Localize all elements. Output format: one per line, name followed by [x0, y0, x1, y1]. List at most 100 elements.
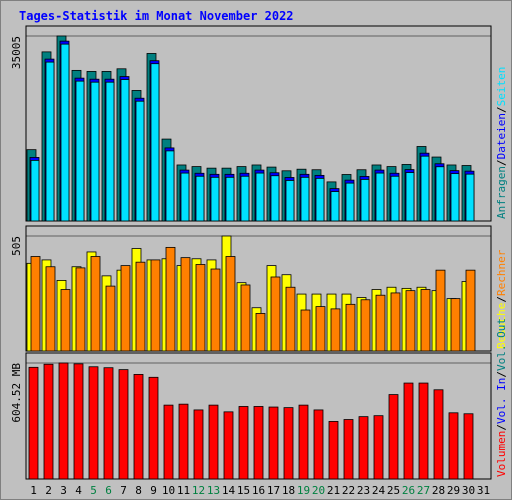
- chart-title: Tages-Statistik im Monat November 2022: [19, 9, 294, 23]
- bar-volumen-day-6: [103, 367, 114, 480]
- bar-seiten-day-5: [90, 81, 100, 222]
- bar-rechner-day-30: [465, 269, 476, 352]
- bar-rechner-day-3: [60, 289, 71, 352]
- bar-volumen-day-9: [148, 376, 159, 480]
- day-label-20: 20: [312, 484, 325, 497]
- bar-seiten-day-3: [60, 43, 70, 222]
- bar-rechner-day-11: [180, 257, 191, 352]
- bar-seiten-day-6: [105, 81, 115, 222]
- bar-seiten-day-23: [360, 179, 370, 222]
- bar-volumen-day-24: [373, 415, 384, 480]
- bar-volumen-day-2: [43, 363, 54, 480]
- legend-requests: Anfragen/Dateien/Seiten: [495, 67, 508, 219]
- bar-seiten-day-7: [120, 79, 130, 222]
- legend-item-volumen: Volumen: [495, 431, 508, 477]
- bar-seiten-day-10: [165, 150, 175, 222]
- day-label-7: 7: [120, 484, 127, 497]
- legend-item-rechner: Rechner: [495, 249, 508, 296]
- bar-rechner-day-23: [360, 299, 371, 352]
- bar-seiten-day-4: [75, 80, 85, 222]
- day-label-10: 10: [162, 484, 175, 497]
- legend-separator: /: [495, 159, 508, 166]
- day-label-26: 26: [402, 484, 415, 497]
- bar-volumen-day-27: [418, 382, 429, 480]
- bar-seiten-day-25: [390, 175, 400, 222]
- day-label-4: 4: [75, 484, 82, 497]
- bar-volumen-day-28: [433, 389, 444, 480]
- bar-rechner-day-15: [240, 284, 251, 352]
- bar-rechner-day-6: [105, 285, 116, 352]
- bar-seiten-day-24: [375, 172, 385, 222]
- bar-volumen-day-20: [313, 409, 324, 480]
- bar-rechner-day-27: [420, 289, 431, 352]
- bar-seiten-day-2: [45, 61, 55, 222]
- bar-rechner-day-21: [330, 308, 341, 352]
- bar-rechner-day-13: [210, 268, 221, 352]
- day-label-23: 23: [357, 484, 370, 497]
- bar-seiten-day-28: [435, 166, 445, 222]
- day-label-24: 24: [372, 484, 386, 497]
- bar-rechner-day-9: [150, 259, 161, 352]
- bar-volumen-day-8: [133, 374, 144, 480]
- day-label-9: 9: [150, 484, 157, 497]
- bar-volumen-day-10: [163, 404, 174, 480]
- bar-volumen-day-15: [238, 406, 249, 480]
- day-label-27: 27: [417, 484, 430, 497]
- bar-volumen-day-26: [403, 382, 414, 480]
- bar-seiten-day-8: [135, 100, 145, 222]
- bar-volumen-day-29: [448, 412, 459, 480]
- bar-volumen-day-30: [463, 413, 474, 480]
- bar-rechner-day-14: [225, 256, 236, 352]
- legend-item-dateien: Dateien: [495, 113, 508, 159]
- bar-rechner-day-12: [195, 264, 206, 352]
- day-label-19: 19: [297, 484, 310, 497]
- bar-rechner-day-29: [450, 298, 461, 352]
- day-label-2: 2: [45, 484, 52, 497]
- day-label-22: 22: [342, 484, 355, 497]
- bar-volumen-day-13: [208, 404, 219, 480]
- y-max-label-requests: 35005: [10, 36, 23, 69]
- bar-rechner-day-10: [165, 246, 176, 352]
- bar-volumen-day-16: [253, 406, 264, 480]
- day-label-15: 15: [237, 484, 250, 497]
- day-label-11: 11: [177, 484, 190, 497]
- bar-rechner-day-8: [135, 261, 146, 352]
- bar-seiten-day-14: [225, 176, 235, 222]
- legend-item-vol-out: Vol. Out: [495, 318, 508, 371]
- day-label-6: 6: [105, 484, 112, 497]
- bar-seiten-day-21: [330, 191, 340, 222]
- legend-separator: /: [495, 106, 508, 113]
- bar-volumen-day-7: [118, 369, 129, 480]
- day-label-25: 25: [387, 484, 400, 497]
- bar-rechner-day-1: [30, 256, 41, 352]
- legend-traffic: Volumen/Vol. In/Vol. Out: [495, 318, 508, 477]
- bar-rechner-day-18: [285, 286, 296, 352]
- bar-seiten-day-22: [345, 182, 355, 222]
- day-label-12: 12: [192, 484, 205, 497]
- bar-seiten-day-29: [450, 173, 460, 222]
- day-label-31: 31: [477, 484, 490, 497]
- day-label-1: 1: [30, 484, 37, 497]
- bar-rechner-day-24: [375, 294, 386, 352]
- bar-rechner-day-2: [45, 266, 56, 352]
- day-label-29: 29: [447, 484, 460, 497]
- day-label-21: 21: [327, 484, 340, 497]
- y-max-label-visits: 505: [10, 236, 23, 256]
- bar-seiten-day-17: [270, 175, 280, 222]
- legend-separator: /: [495, 296, 508, 303]
- bar-seiten-day-26: [405, 172, 415, 222]
- bar-seiten-day-19: [300, 176, 310, 222]
- bar-volumen-day-25: [388, 394, 399, 480]
- day-label-18: 18: [282, 484, 295, 497]
- legend-item-vol-in: Vol. In: [495, 378, 508, 424]
- day-label-8: 8: [135, 484, 142, 497]
- legend-item-anfragen: Anfragen: [495, 166, 508, 219]
- bar-volumen-day-18: [283, 407, 294, 480]
- legend-separator: /: [495, 424, 508, 431]
- bar-volumen-day-11: [178, 403, 189, 480]
- bar-rechner-day-28: [435, 269, 446, 352]
- bar-seiten-day-13: [210, 176, 220, 222]
- bar-volumen-day-21: [328, 421, 339, 480]
